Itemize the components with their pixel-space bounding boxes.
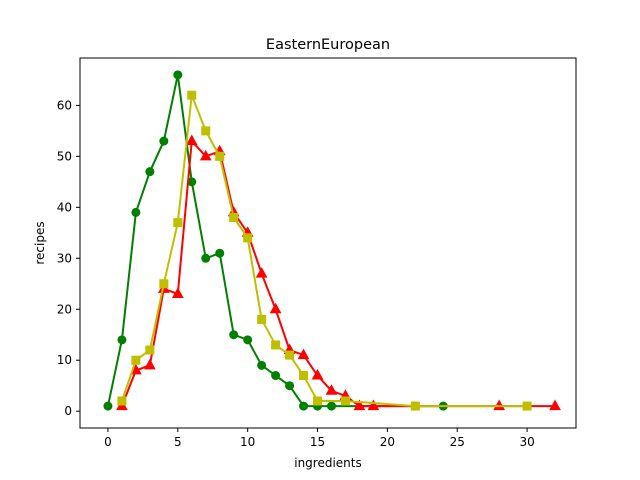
x-axis-label: ingredients [294,456,362,470]
data-point [297,348,310,360]
y-tick-label: 0 [64,404,72,418]
data-point [201,253,211,263]
y-tick-label: 10 [57,353,72,367]
y-tick-label: 50 [57,149,72,163]
data-point [199,149,212,161]
data-point [215,151,225,161]
data-point [229,330,239,340]
data-point [340,396,350,406]
chart-title: EasternEuropean [266,37,390,53]
data-point [285,350,295,360]
series-3 [117,90,532,411]
data-point [257,314,267,324]
data-point [187,90,197,100]
y-tick-label: 40 [57,200,72,214]
data-point [159,279,169,289]
x-tick-label: 5 [174,435,182,449]
data-point [410,401,420,411]
x-tick-label: 15 [310,435,325,449]
x-tick-label: 30 [519,435,534,449]
data-point [144,358,156,370]
data-point [131,355,141,365]
data-point [159,136,169,146]
data-point [103,401,113,411]
data-point [185,134,198,146]
data-point [367,399,380,411]
data-point [117,396,127,406]
y-tick-label: 30 [57,251,72,265]
data-point [257,360,267,370]
data-point [117,335,127,345]
y-axis-label: recipes [33,221,47,264]
data-point [325,384,338,395]
data-point [201,126,211,136]
x-tick-label: 20 [380,435,395,449]
data-point [171,287,184,298]
data-point [269,302,282,314]
data-point [131,207,141,217]
data-point [353,399,366,411]
series-line [106,73,444,408]
y-tick-label: 20 [57,302,72,316]
data-point [271,371,281,381]
y-axis: 0 10 20 30 40 50 60 [57,98,80,418]
x-tick-label: 0 [104,435,112,449]
y-tick-label: 60 [57,98,72,112]
data-point [285,381,295,391]
data-point [255,267,268,278]
data-point [299,401,309,411]
plot-frame [79,57,577,429]
data-point [243,233,253,243]
data-point [549,399,561,411]
data-point [326,401,336,411]
data-point [311,368,324,380]
data-point [522,401,532,411]
x-axis: 0 5 10 15 20 25 30 [104,428,535,449]
data-point [493,399,506,411]
data-point [173,218,183,228]
data-point [145,167,155,177]
data-point [145,345,155,355]
series-line [120,140,556,408]
series-line [120,94,528,408]
data-point [173,70,183,80]
data-point [299,371,309,381]
data-point [229,213,239,223]
data-point [271,340,281,350]
x-tick-label: 25 [450,435,465,449]
data-point [243,335,253,345]
series-1 [103,70,448,411]
data-point [313,396,323,406]
series-layer [103,70,561,411]
x-tick-label: 10 [240,435,255,449]
data-point [215,248,225,258]
